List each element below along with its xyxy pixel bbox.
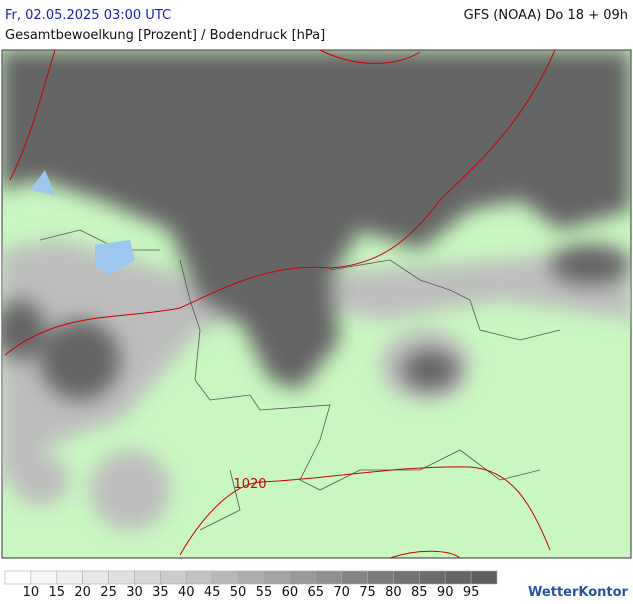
legend-swatch bbox=[108, 570, 135, 585]
borders bbox=[39, 229, 561, 531]
legend-swatch bbox=[444, 570, 472, 585]
legend-tick-label: 70 bbox=[333, 585, 350, 600]
datetime: Fr, 02.05.2025 03:00 UTC bbox=[5, 8, 171, 23]
legend-swatch bbox=[134, 570, 161, 585]
legend-tick-label: 35 bbox=[152, 585, 169, 600]
legend-swatch bbox=[419, 570, 446, 585]
legend-tick-label: 10 bbox=[23, 585, 40, 600]
legend-tick-label: 25 bbox=[100, 585, 117, 600]
legend-swatch bbox=[341, 570, 368, 585]
legend-swatch bbox=[289, 570, 317, 585]
legend-swatch bbox=[237, 570, 265, 585]
legend-swatch bbox=[315, 570, 342, 585]
legend-swatch bbox=[211, 570, 239, 585]
legend-tick-label: 80 bbox=[385, 585, 402, 600]
legend-tick-label: 50 bbox=[230, 585, 247, 600]
legend-swatch bbox=[367, 570, 394, 585]
legend-swatch bbox=[470, 570, 498, 585]
legend: 10 15 20 25 30 35 40 45 50 55 60 65 70 75 80 85 90 95 bbox=[4, 570, 498, 600]
legend-tick-label: 95 bbox=[463, 585, 480, 600]
legend-tick-label: 20 bbox=[74, 585, 91, 600]
legend-swatch bbox=[4, 570, 32, 585]
legend-swatch bbox=[82, 570, 109, 585]
legend-tick-label: 75 bbox=[359, 585, 376, 600]
legend-swatch bbox=[56, 570, 83, 585]
legend-tick-label: 85 bbox=[411, 585, 428, 600]
legend-swatch bbox=[393, 570, 420, 585]
legend-tick-label: 15 bbox=[49, 585, 66, 600]
legend-swatch bbox=[30, 570, 58, 585]
isobar-label: 1020 bbox=[233, 477, 266, 492]
logo: WetterKontor bbox=[528, 585, 629, 600]
legend-tick-label: 55 bbox=[256, 585, 273, 600]
legend-tick-label: 30 bbox=[126, 585, 143, 600]
map: 1020 bbox=[1, 49, 632, 559]
legend-tick-label: 60 bbox=[282, 585, 299, 600]
subtitle: Gesamtbewoelkung [Prozent] / Bodendruck … bbox=[5, 28, 325, 43]
legend-swatch bbox=[160, 570, 187, 585]
model-run: GFS (NOAA) Do 18 + 09h bbox=[464, 8, 628, 23]
legend-swatch bbox=[263, 570, 291, 585]
legend-tick-label: 40 bbox=[178, 585, 195, 600]
legend-tick-label: 45 bbox=[204, 585, 221, 600]
isobars bbox=[4, 49, 556, 559]
water bbox=[30, 170, 135, 275]
legend-swatch bbox=[185, 570, 213, 585]
legend-tick-label: 90 bbox=[437, 585, 454, 600]
cloud-field bbox=[2, 50, 631, 530]
legend-tick-label: 65 bbox=[307, 585, 324, 600]
